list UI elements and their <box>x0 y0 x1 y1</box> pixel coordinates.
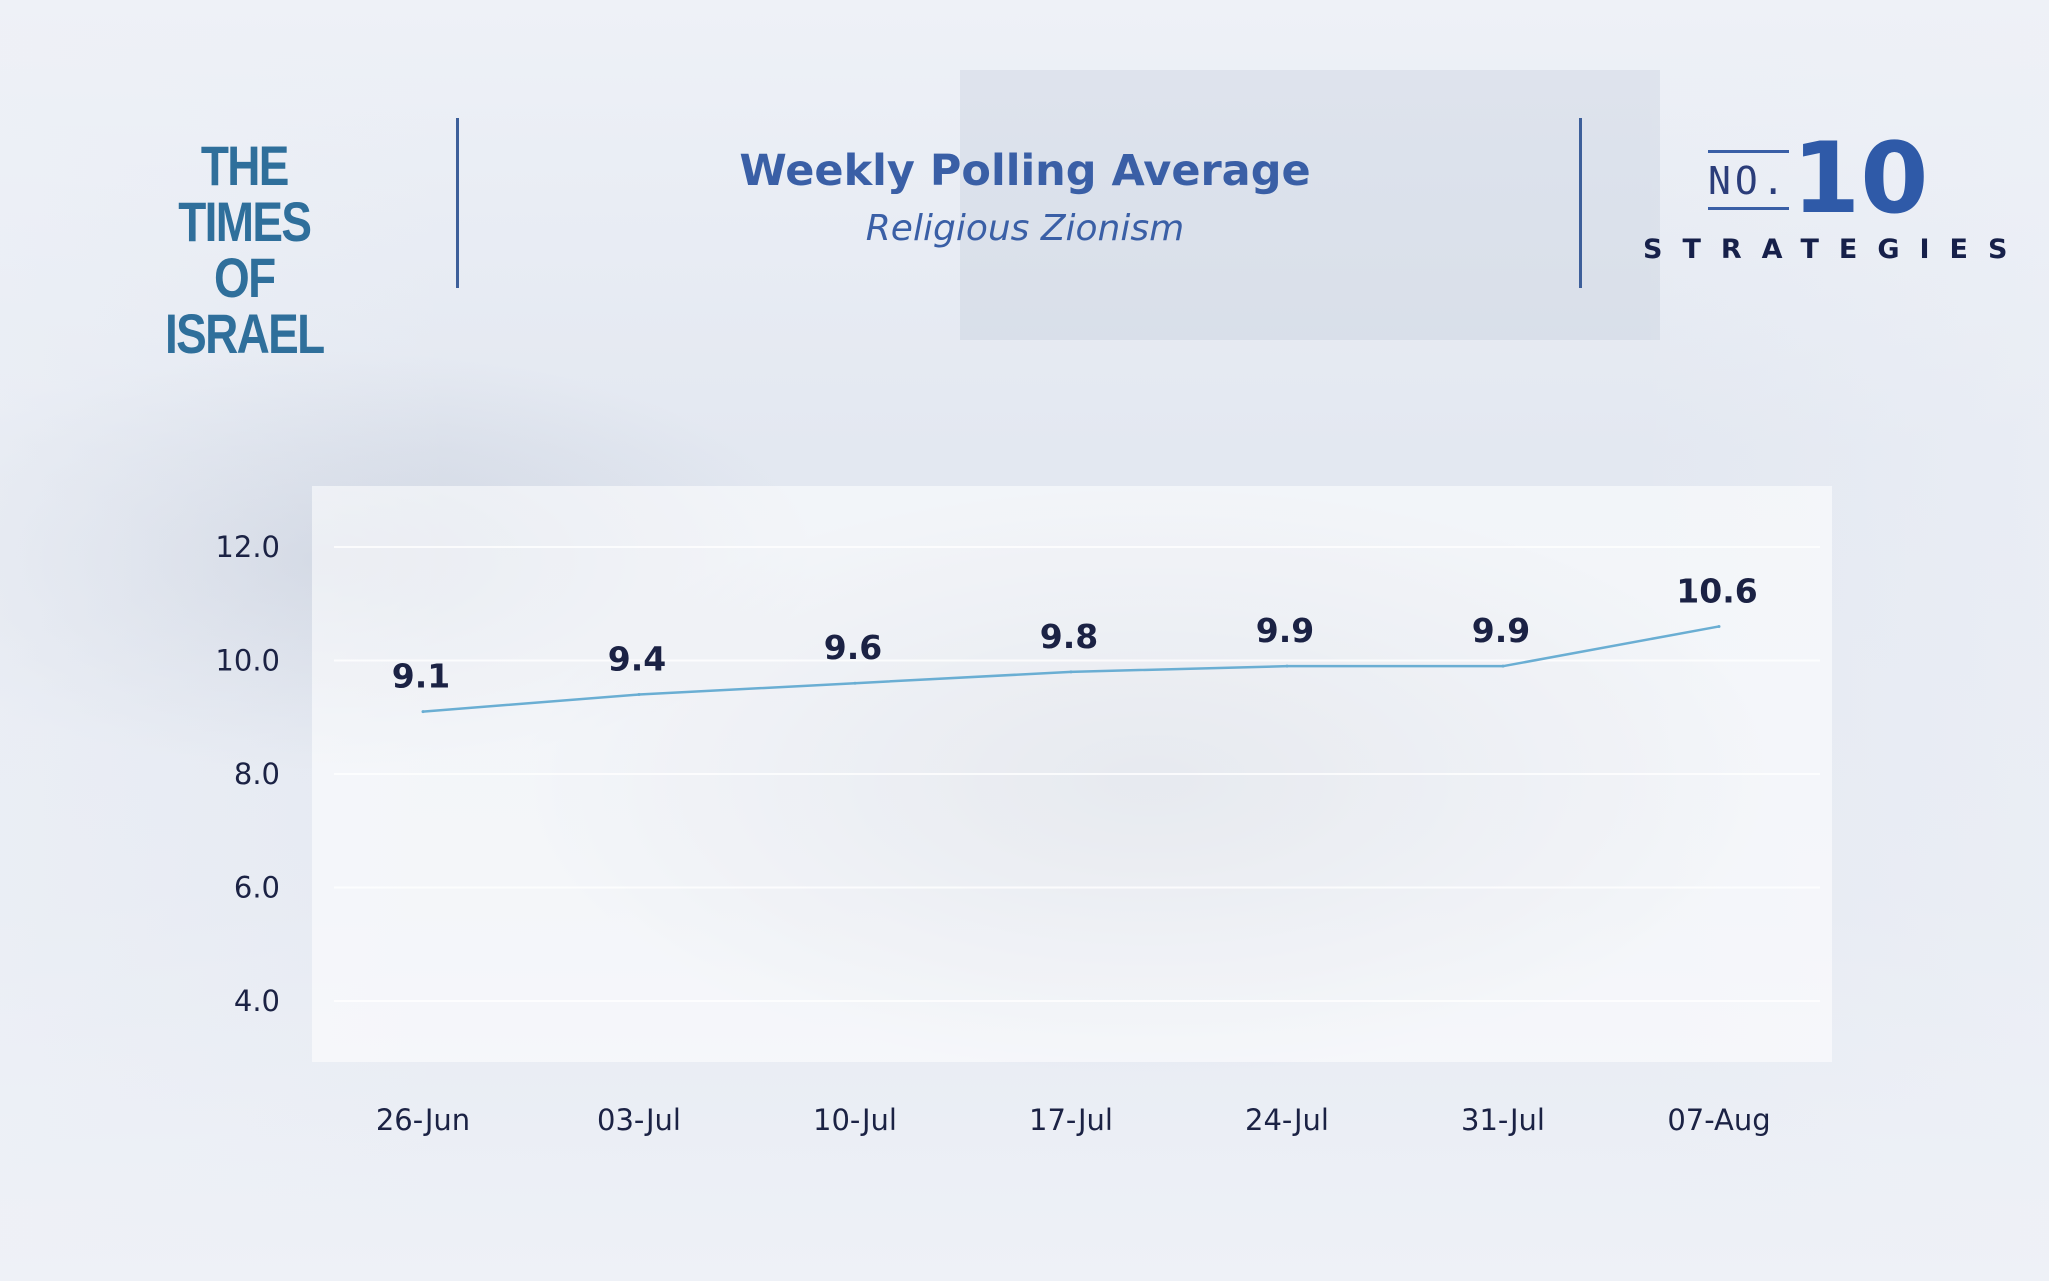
data-point <box>637 693 641 697</box>
logo-no-prefix: NO. <box>1708 150 1789 210</box>
y-tick-label: 12.0 <box>215 530 280 564</box>
logo-number: 10 <box>1792 122 1929 236</box>
logo-line-2: OF ISRAEL <box>165 246 325 365</box>
data-label: 9.4 <box>608 640 666 679</box>
data-point <box>853 681 857 685</box>
data-label: 9.9 <box>1472 611 1530 650</box>
x-tick-label: 24-Jul <box>1245 1103 1329 1137</box>
x-tick-label: 31-Jul <box>1461 1103 1545 1137</box>
logo-line-1: THE TIMES <box>178 134 312 253</box>
data-point <box>1069 670 1073 674</box>
x-tick-label: 07-Aug <box>1667 1103 1770 1137</box>
data-label: 10.6 <box>1676 571 1757 610</box>
data-point <box>1285 664 1289 668</box>
times-of-israel-logo: THE TIMES OF ISRAEL <box>150 138 339 362</box>
data-point <box>421 710 425 714</box>
data-label: 9.9 <box>1256 611 1314 650</box>
x-tick-label: 17-Jul <box>1029 1103 1113 1137</box>
data-label: 9.6 <box>824 628 882 667</box>
logo-word: STRATEGIES <box>1643 234 2028 265</box>
data-label: 9.1 <box>392 657 450 696</box>
y-tick-label: 8.0 <box>234 757 280 791</box>
chart-subtitle: Religious Zionism <box>865 208 1185 249</box>
header-divider-right <box>1579 118 1582 288</box>
x-tick-label: 03-Jul <box>597 1103 681 1137</box>
chart-title: Weekly Polling Average <box>739 146 1311 196</box>
y-tick-label: 6.0 <box>234 871 280 905</box>
x-tick-label: 10-Jul <box>813 1103 897 1137</box>
data-label: 9.8 <box>1040 617 1098 656</box>
header-divider-left <box>456 118 459 288</box>
y-tick-label: 10.0 <box>215 644 280 678</box>
data-point <box>1501 664 1505 668</box>
no10-strategies-logo: NO. 10 STRATEGIES <box>1640 124 2028 268</box>
y-tick-label: 4.0 <box>234 984 280 1018</box>
x-tick-label: 26-Jun <box>376 1103 470 1137</box>
data-point <box>1717 624 1721 628</box>
